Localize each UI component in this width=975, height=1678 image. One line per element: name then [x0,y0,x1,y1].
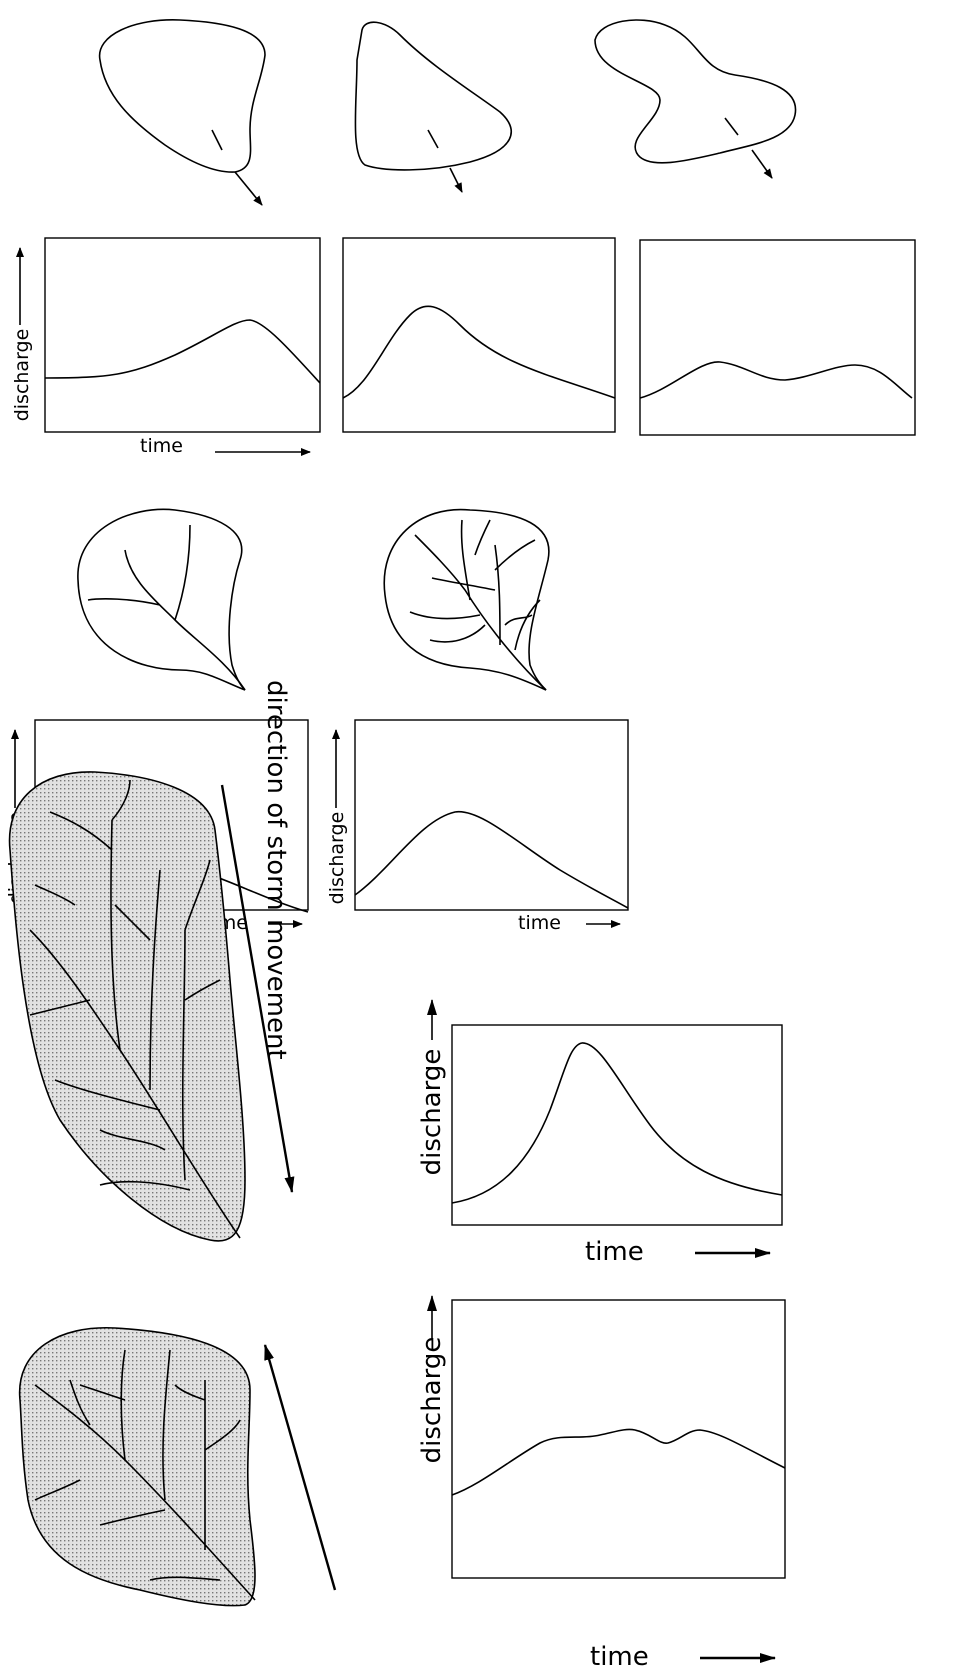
arrow [220,784,295,1193]
drawing-stroke [354,811,629,909]
arrow [751,149,773,179]
storm-label: direction of storm movement [261,680,291,1060]
drawing-stroke [34,1349,256,1601]
drawing-stroke [639,361,913,399]
plot-frame [44,237,321,433]
x-label: time [140,435,183,457]
drawing-stroke [594,19,797,164]
drawing-stroke [18,1327,256,1607]
y-label: discharge [326,812,348,905]
drawing-stroke [383,508,550,691]
plot-frame [354,719,629,911]
arrow [211,129,223,151]
arrow [263,1344,337,1591]
drawing-stroke [354,21,512,171]
drawing-stroke [77,508,246,691]
arrow [724,117,739,136]
x-label: time [590,1642,649,1672]
x-label: time [585,1237,644,1267]
hydrograph-storm: discharge time discharge time [417,999,786,1672]
leaf-basins [77,508,550,691]
x-label: time [518,912,561,934]
drawing-stroke [98,19,266,173]
drawing-stroke [44,319,321,384]
y-label: discharge [417,1337,447,1464]
plot-frame [639,239,916,436]
drawing-stroke [451,1428,786,1496]
plot-frame [342,237,616,433]
hydrograph-row-1: discharge time [11,237,916,457]
drawing-stroke [451,1042,783,1204]
drawing-stroke [342,305,616,399]
plot-frame [451,1024,783,1226]
shaded-basins: direction of storm movement [8,680,337,1607]
drawing-stroke [8,771,246,1242]
plot-frame [451,1299,786,1579]
drawing-stroke [87,524,246,691]
y-label: discharge [417,1049,447,1176]
arrow [449,167,463,193]
arrow [427,129,439,149]
drawing-stroke [409,519,547,691]
drawing-stroke [29,779,241,1239]
y-label: discharge [11,329,33,422]
arrow [234,171,263,206]
basin-shapes [98,19,797,206]
